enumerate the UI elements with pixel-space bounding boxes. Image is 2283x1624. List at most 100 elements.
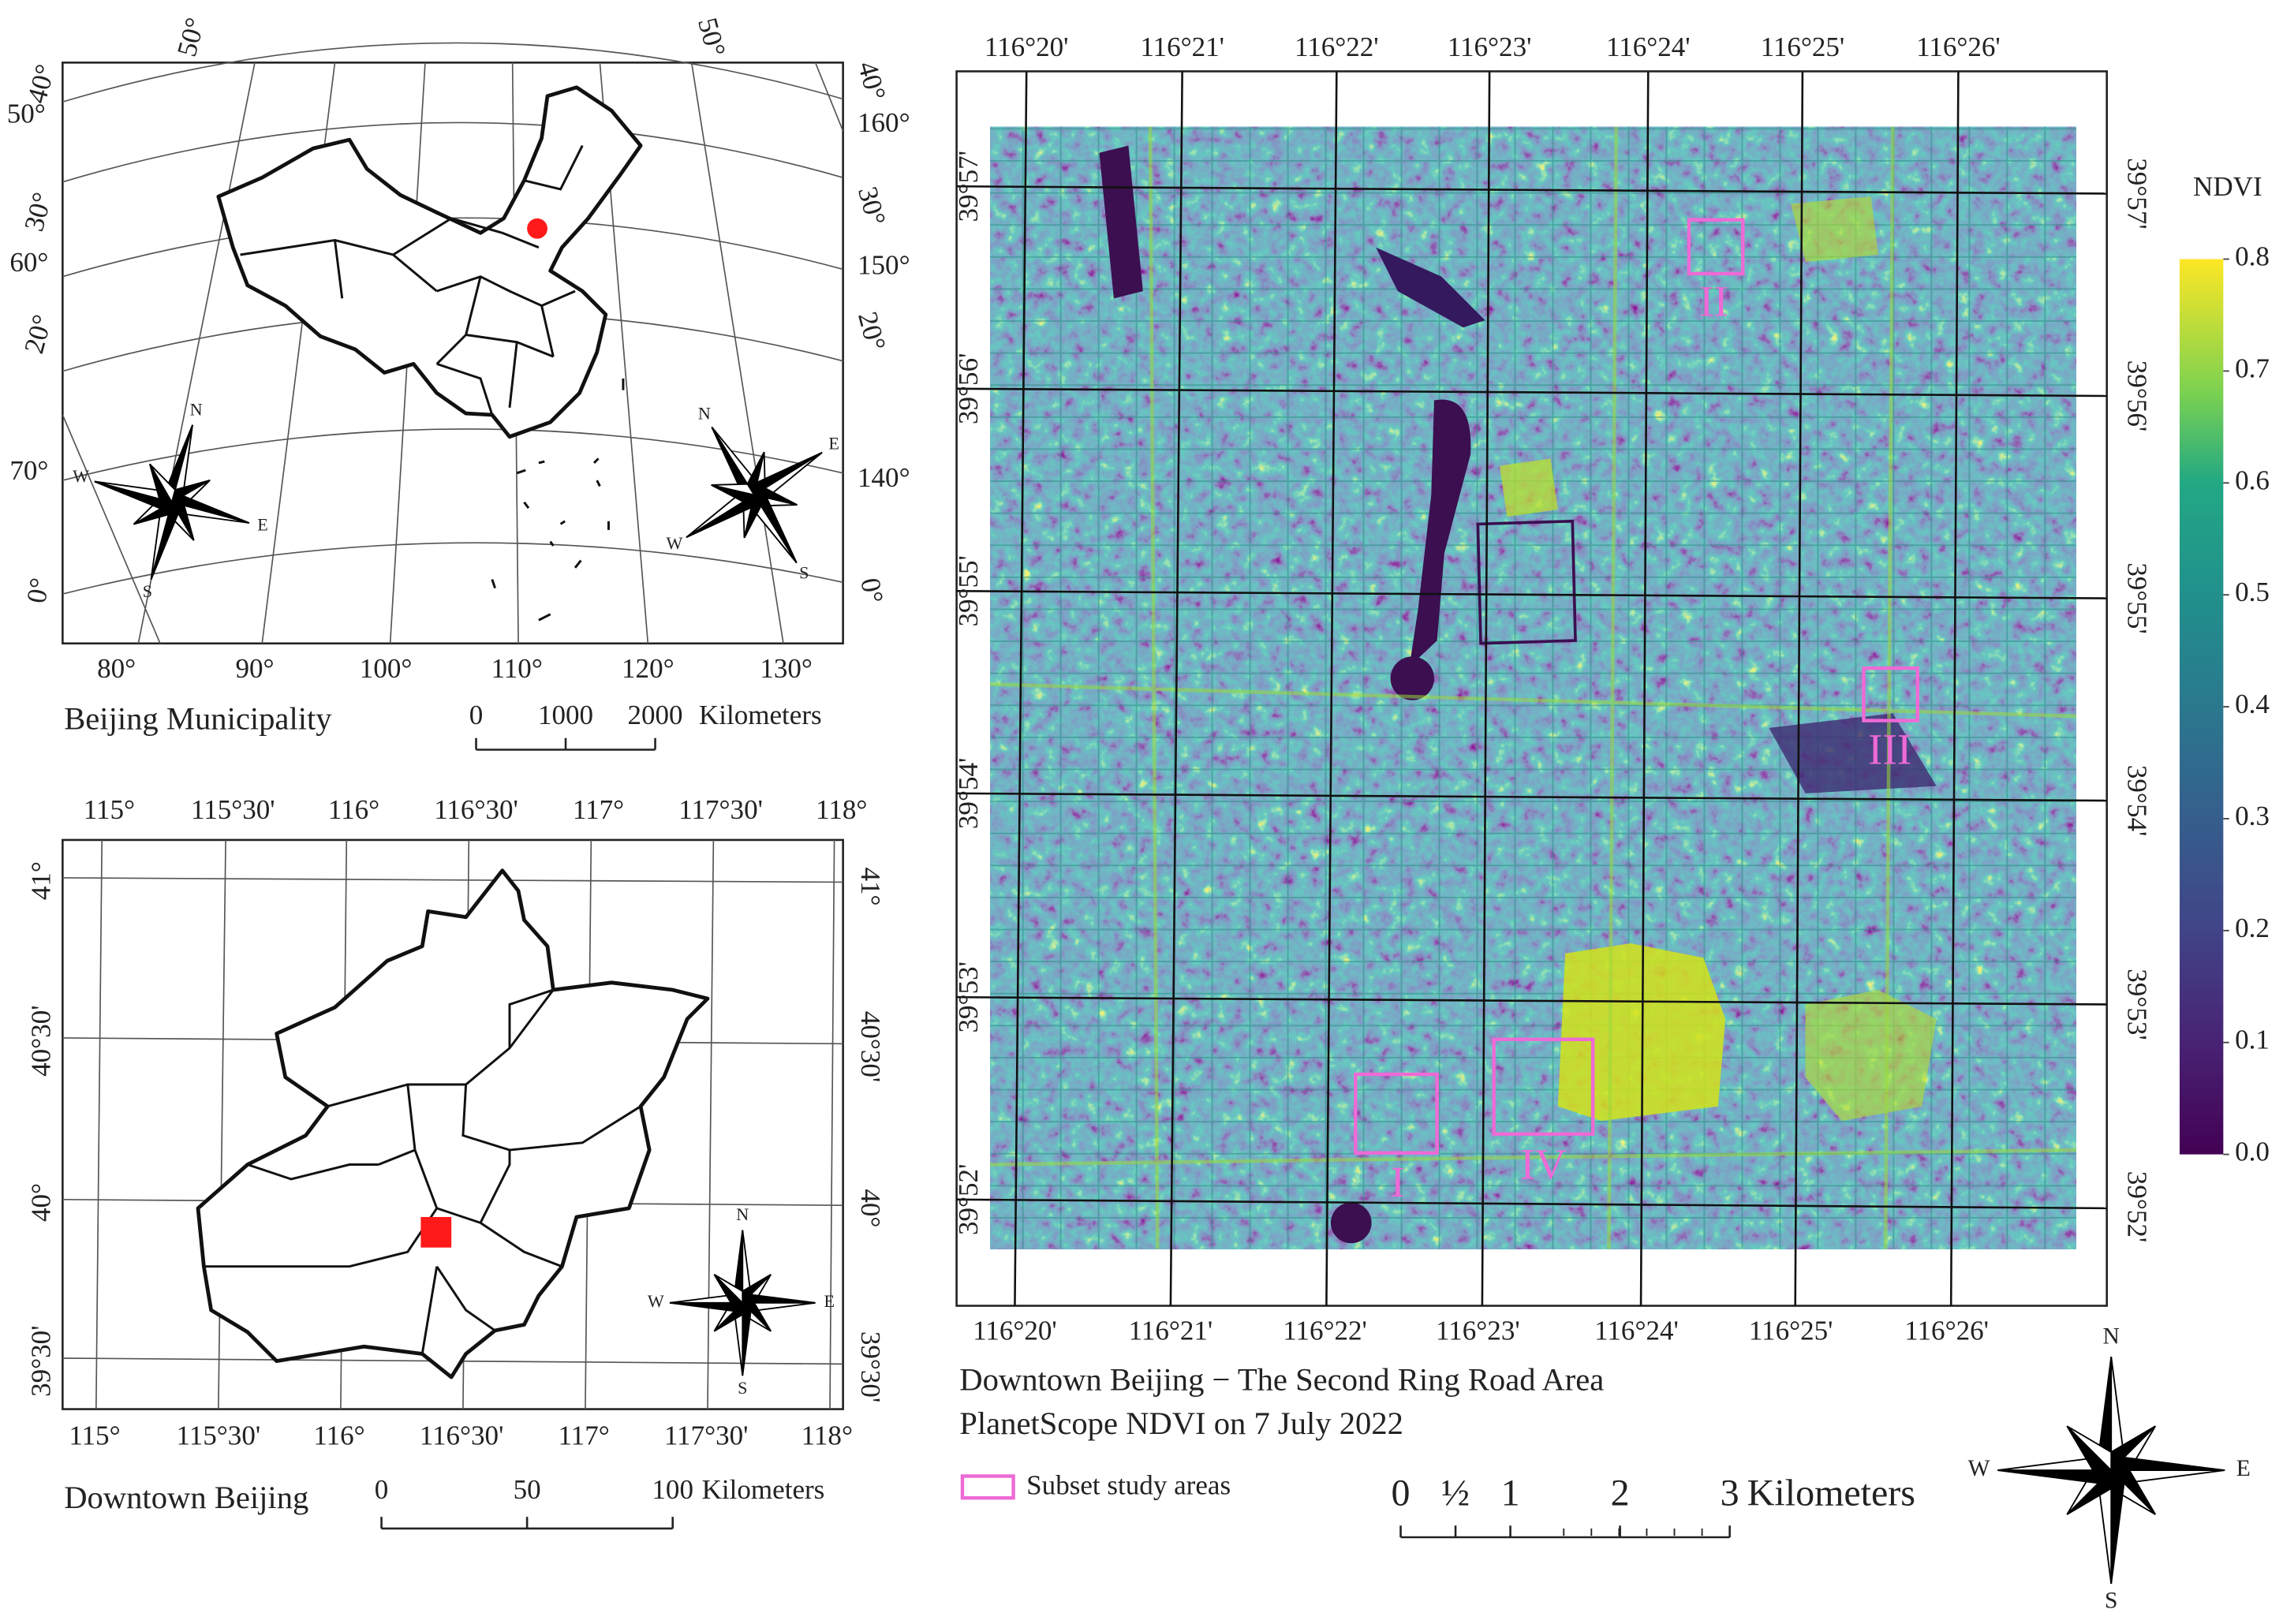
subset-label: IV [1520,1141,1566,1189]
lat-label: 39°55' [2122,562,2153,633]
compass-letter: W [1968,1456,1990,1481]
compass-letter: S [799,563,809,583]
lat-label: 50° [171,14,211,59]
legend-swatch [960,1474,1015,1500]
map-frame [955,70,2108,1307]
lon-label: 116°23' [1436,1316,1520,1346]
compass-letter: W [666,533,682,553]
lat-label: 60° [9,247,48,278]
map-graticule [956,71,2107,1306]
map-title: Downtown Beijing − The Second Ring Road … [959,1362,1604,1398]
inset-frame [62,838,844,1410]
lon-label: 100° [360,653,413,684]
lat-label: 20° [18,312,58,357]
lon-label: 130° [760,653,813,684]
lat-label: 0° [854,576,889,606]
scale-unit: Kilometers [1747,1472,1915,1514]
lat-label: 39°30' [25,1325,56,1396]
lon-label: 116°24' [1606,32,1691,62]
lon-label: 116°30' [434,794,518,825]
compass-letter: N [190,400,203,420]
lat-label: 39°53' [2122,969,2153,1040]
colorbar [2179,259,2224,1155]
compass-point [669,1301,745,1312]
lon-label: 116°22' [1283,1316,1367,1346]
lon-label: 115°30' [191,794,275,825]
compass-letter: N [698,403,711,423]
scale-label: 0 [1392,1472,1411,1514]
subset-label: I [1391,1158,1405,1206]
lon-label: 117° [573,794,624,825]
compass-letter: S [143,581,152,601]
lat-label: 39°57' [953,151,984,222]
lat-label: 39°54' [953,758,984,829]
colorbar-tick-label: 0.5 [2235,577,2270,607]
colorbar-tick-label: 0.0 [2235,1137,2270,1167]
inset-title: Downtown Beijing [64,1480,308,1515]
scale-unit: Kilometers [702,1474,825,1505]
ndvi-map [955,70,2224,1500]
compass-point [2110,1468,2125,1585]
beijing-inset [62,838,844,1410]
subset-label: II [1699,277,1728,325]
subset-boxes [1354,218,1919,1155]
compass-letter: W [648,1291,664,1311]
compass-point [713,1274,744,1305]
lat-label: 150° [858,250,910,281]
compass-point [741,1294,816,1304]
lat-label: 50° [692,14,731,59]
compass-point [2066,1425,2113,1473]
scale-label: 2 [1611,1472,1630,1514]
lon-label: 118° [801,1421,853,1451]
district-lines [204,988,641,1354]
lat-label: 41° [855,867,886,905]
lat-label: 41° [25,861,56,900]
compass-point [149,463,177,505]
lon-label: 116°30' [420,1421,504,1451]
compass-point [2109,1456,2225,1472]
lat-label: 0° [21,576,55,606]
compass-letter: E [824,1291,835,1311]
lon-label: 90° [235,653,274,684]
colorbar-tick-label: 0.8 [2235,241,2270,272]
lon-label: 116°23' [1448,32,1532,62]
lat-label: 39°57' [2122,158,2153,229]
map-subtitle: PlanetScope NDVI on 7 July 2022 [959,1406,1403,1441]
compass-point [742,1301,752,1376]
scale-label: 1000 [538,700,593,730]
compass-letter: E [2236,1456,2251,1481]
compass-letter: E [257,515,268,535]
scale-label: 2000 [628,700,683,730]
islands [491,378,625,622]
study-area-marker [420,1216,452,1248]
compass-point [1997,1469,2113,1484]
lon-label: 118° [816,794,867,825]
lon-label: 115° [69,1421,120,1451]
lat-label: 39°56' [953,353,984,424]
colorbar-tick-label: 0.2 [2235,913,2270,943]
lon-label: 117°30' [664,1421,749,1451]
lon-label: 115°30' [177,1421,261,1451]
scale-unit: Kilometers [699,700,822,730]
compass [1997,1357,2225,1585]
lon-label: 116°21' [1129,1316,1213,1346]
compass [686,426,823,564]
lat-label: 40° [25,1183,56,1222]
lon-label: 116°20' [985,32,1069,62]
compass-letter: W [73,466,89,486]
lat-label: 50° [7,99,46,129]
china-outline [216,85,643,439]
scale-label: 100 [652,1474,693,1505]
province-lines [240,144,584,416]
beijing-outline [196,868,710,1379]
lat-label: 40° [852,58,891,103]
lon-label: 116°25' [1749,1316,1833,1346]
lon-label: 117° [558,1421,609,1451]
lat-label: 39°55' [953,555,984,626]
scale-label: 3 [1721,1472,1739,1514]
lon-label: 115° [84,794,135,825]
lat-label: 40°30' [25,1005,56,1076]
graticule [62,42,844,644]
scale-label: ½ [1441,1472,1470,1514]
colorbar-tick-label: 0.6 [2235,465,2270,495]
